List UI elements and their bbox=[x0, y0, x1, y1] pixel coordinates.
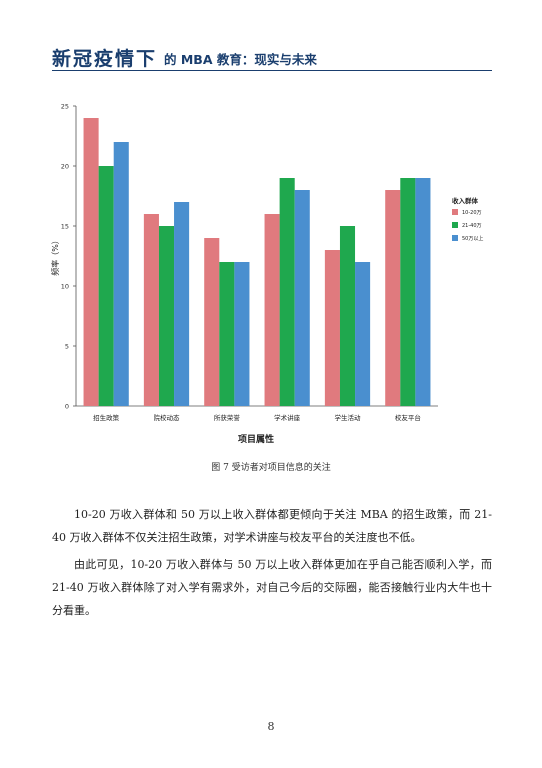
legend-label: 10-20万 bbox=[462, 210, 482, 216]
page-header: 新冠疫情下 的 MBA 教育：现实与未来 bbox=[52, 44, 492, 70]
x-tick-label: 学生活动 bbox=[335, 413, 362, 422]
legend-swatch bbox=[452, 209, 458, 215]
chart-bars bbox=[83, 118, 431, 406]
legend: 收入群体 10-20万 21-40万 50万以上 bbox=[452, 196, 483, 242]
bar-1-2 bbox=[143, 214, 159, 406]
bar-3-6 bbox=[415, 178, 431, 406]
bar-3-3 bbox=[234, 262, 250, 406]
y-tick-label: 20 bbox=[61, 163, 69, 171]
x-tick-label: 招生政策 bbox=[93, 413, 120, 422]
y-tick-label: 10 bbox=[61, 283, 69, 291]
bar-2-2 bbox=[158, 226, 175, 406]
header-rule bbox=[52, 70, 492, 71]
bar-1-6 bbox=[385, 190, 401, 406]
x-axis-label: 项目属性 bbox=[238, 433, 274, 445]
legend-swatch bbox=[452, 222, 458, 228]
legend-label: 21-40万 bbox=[462, 223, 482, 229]
bar-2-3 bbox=[219, 262, 235, 406]
x-tick-labels: 招生政策 院校动态 所获荣誉 学术讲座 学生活动 校友平台 bbox=[93, 413, 421, 422]
x-tick-label: 院校动态 bbox=[154, 413, 181, 422]
header-subtitle: 的 MBA 教育：现实与未来 bbox=[164, 52, 317, 67]
bar-3-1 bbox=[113, 142, 129, 406]
x-tick-label: 学术讲座 bbox=[274, 413, 301, 422]
header-calligraphy: 新冠疫情下 bbox=[52, 48, 158, 70]
legend-label: 50万以上 bbox=[462, 235, 483, 242]
bar-chart: 0 5 10 15 20 25 招生政策 院校动态 所获荣誉 学术讲座 学生活动 校友平台 项目属性… bbox=[50, 103, 483, 446]
bar-2-4 bbox=[279, 178, 295, 406]
y-tick-label: 15 bbox=[61, 223, 69, 231]
bar-3-5 bbox=[355, 262, 371, 406]
paragraph-2: 由此可见，10-20 万收入群体与 50 万以上收入群体更加在乎自己能否顺利入学… bbox=[52, 558, 492, 617]
bar-2-6 bbox=[400, 178, 416, 406]
x-tick-label: 校友平台 bbox=[395, 413, 421, 422]
y-tick-label: 0 bbox=[65, 403, 69, 411]
bar-1-3 bbox=[204, 238, 220, 406]
y-axis: 0 5 10 15 20 25 bbox=[61, 103, 438, 411]
bar-2-5 bbox=[339, 226, 356, 406]
page-number: 8 bbox=[267, 720, 275, 733]
y-tick-label: 5 bbox=[65, 343, 69, 351]
y-axis-label: 频率（%） bbox=[50, 236, 60, 276]
bar-2-1 bbox=[98, 166, 114, 406]
bar-1-5 bbox=[324, 250, 340, 406]
bar-1-1 bbox=[83, 118, 99, 406]
y-tick-label: 25 bbox=[61, 103, 69, 111]
legend-swatch bbox=[452, 235, 458, 241]
x-tick-label: 所获荣誉 bbox=[214, 413, 241, 422]
paragraph-1: 10-20 万收入群体和 50 万以上收入群体都更倾向于关注 MBA 的招生政策… bbox=[52, 508, 492, 544]
legend-title: 收入群体 bbox=[452, 196, 479, 205]
bar-1-4 bbox=[264, 214, 280, 406]
figure-caption: 图 7 受访者对项目信息的关注 bbox=[211, 463, 331, 473]
bar-3-2 bbox=[174, 202, 190, 406]
bar-3-4 bbox=[294, 190, 310, 406]
